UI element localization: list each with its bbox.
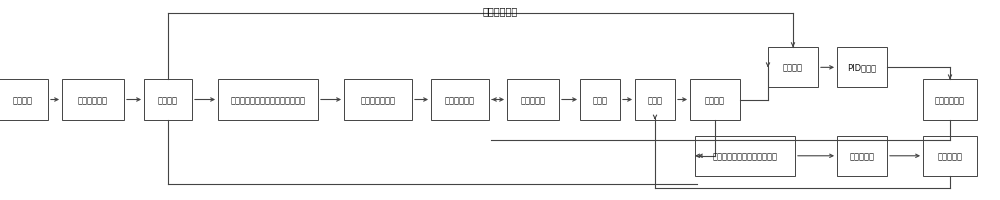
FancyBboxPatch shape [923,136,977,176]
Text: 进气量: 进气量 [592,96,608,104]
Text: 期望转速: 期望转速 [158,96,178,104]
Text: 转速误差: 转速误差 [783,64,803,72]
FancyBboxPatch shape [0,80,48,120]
Text: 转换期望转速: 转换期望转速 [78,96,108,104]
Text: 预设喷油量: 预设喷油量 [850,152,874,160]
FancyBboxPatch shape [218,80,318,120]
FancyBboxPatch shape [768,48,818,88]
Text: 节气门修正量: 节气门修正量 [935,96,965,104]
FancyBboxPatch shape [690,80,740,120]
FancyBboxPatch shape [635,80,675,120]
FancyBboxPatch shape [344,80,412,120]
Text: 当前转速: 当前转速 [705,96,725,104]
Text: 转速与喷油量之间的线性插值: 转速与喷油量之间的线性插值 [712,152,778,160]
FancyBboxPatch shape [837,48,887,88]
Text: 电子喷油器: 电子喷油器 [938,152,962,160]
FancyBboxPatch shape [695,136,795,176]
FancyBboxPatch shape [431,80,489,120]
FancyBboxPatch shape [62,80,124,120]
Text: 节气门驱机: 节气门驱机 [520,96,546,104]
Text: 转速稳定回路: 转速稳定回路 [482,6,518,16]
FancyBboxPatch shape [923,80,977,120]
Text: 发动机: 发动机 [648,96,662,104]
FancyBboxPatch shape [837,136,887,176]
FancyBboxPatch shape [580,80,620,120]
Text: 期望节气门开度: 期望节气门开度 [360,96,396,104]
Text: 转速与节气门开度之间的线性插值: 转速与节气门开度之间的线性插值 [230,96,306,104]
Text: 油门输入: 油门输入 [13,96,33,104]
Text: PID控制器: PID控制器 [847,64,877,72]
Text: 节气门控制器: 节气门控制器 [445,96,475,104]
FancyBboxPatch shape [507,80,559,120]
FancyBboxPatch shape [144,80,192,120]
